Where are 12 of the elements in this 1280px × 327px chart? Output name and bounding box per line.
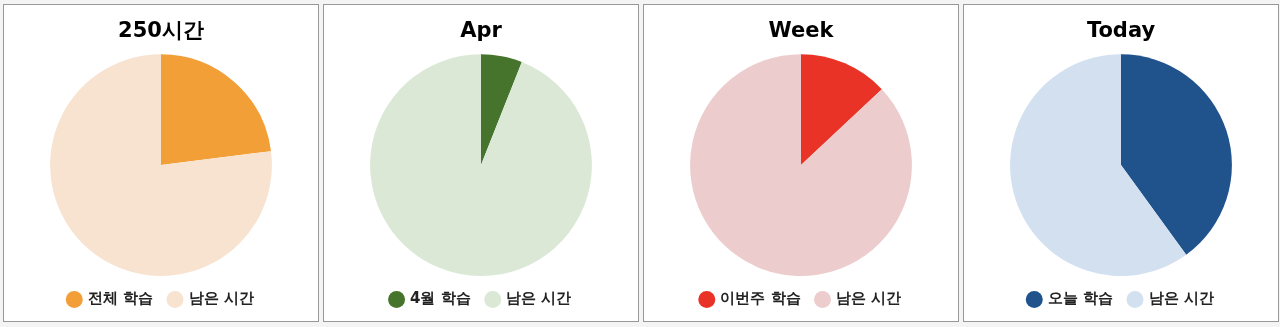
legend-label: 남은 시간 [506,289,572,308]
legend-label: 오늘 학습 [1047,289,1114,308]
chart-title: Apr [460,18,503,43]
chart-title: 250시간 [118,18,204,43]
chart-title: Today [1086,18,1156,43]
legend-label: 남은 시간 [1148,289,1214,308]
legend-label: 4월 학습 [410,289,471,308]
legend-label: 이번주 학습 [720,289,801,308]
chart-title: Week [768,18,835,43]
legend-label: 남은 시간 [188,289,254,308]
legend-label: 전체 학습 [87,289,154,308]
legend-label: 남은 시간 [836,289,902,308]
